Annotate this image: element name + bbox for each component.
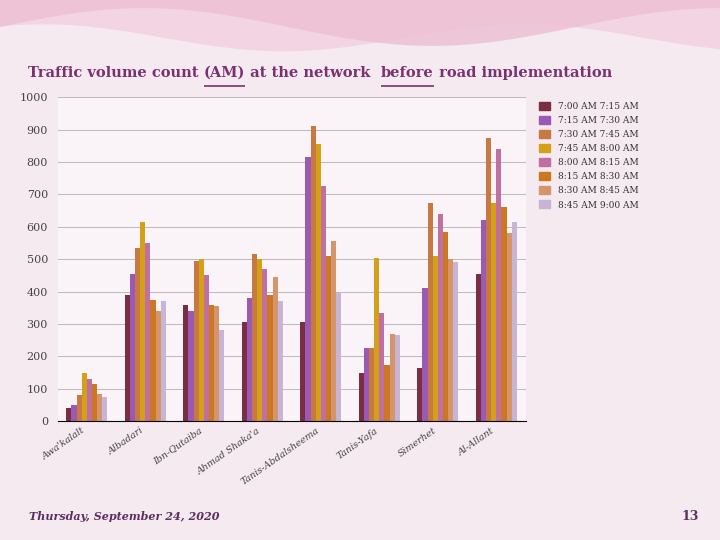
Bar [161, 301, 166, 421]
Bar [359, 373, 364, 421]
Bar [268, 295, 273, 421]
Bar [204, 275, 209, 421]
Bar [278, 301, 283, 421]
Bar [130, 274, 135, 421]
Bar [326, 256, 331, 421]
Bar [448, 259, 454, 421]
Bar [102, 397, 107, 421]
Legend: 7:00 AM 7:15 AM, 7:15 AM 7:30 AM, 7:30 AM 7:45 AM, 7:45 AM 8:00 AM, 8:00 AM 8:15: 7:00 AM 7:15 AM, 7:15 AM 7:30 AM, 7:30 A… [539, 102, 638, 210]
Bar [476, 274, 481, 421]
Bar [214, 306, 220, 421]
Bar [374, 258, 379, 421]
Bar [321, 186, 326, 421]
Bar [199, 259, 204, 421]
Bar [512, 222, 517, 421]
Bar [486, 138, 491, 421]
Bar [247, 298, 252, 421]
Bar [336, 293, 341, 421]
Text: Traffic volume count: Traffic volume count [28, 66, 204, 80]
Polygon shape [0, 0, 720, 51]
Text: (AM): (AM) [204, 66, 246, 80]
Bar [273, 277, 278, 421]
Bar [423, 288, 428, 421]
Text: at the network: at the network [246, 66, 381, 80]
Bar [156, 311, 161, 421]
Bar [145, 243, 150, 421]
Bar [364, 348, 369, 421]
Bar [150, 300, 156, 421]
Bar [66, 408, 71, 421]
Bar [252, 254, 257, 421]
Bar [502, 207, 507, 421]
Bar [87, 379, 92, 421]
Bar [220, 330, 225, 421]
Bar [390, 334, 395, 421]
Bar [384, 364, 390, 421]
Bar [81, 373, 87, 421]
Bar [491, 202, 496, 421]
Bar [140, 222, 145, 421]
Bar [300, 322, 305, 421]
Bar [310, 126, 315, 421]
Text: road implementation: road implementation [433, 66, 612, 80]
Bar [507, 233, 512, 421]
Bar [135, 248, 140, 421]
Bar [443, 232, 448, 421]
Bar [331, 241, 336, 421]
Bar [194, 261, 199, 421]
Bar [428, 202, 433, 421]
Bar [209, 305, 214, 421]
Bar [92, 384, 97, 421]
Bar [438, 214, 443, 421]
Bar [184, 305, 189, 421]
Bar [257, 259, 262, 421]
Text: Thursday, September 24, 2020: Thursday, September 24, 2020 [29, 511, 220, 522]
Bar [262, 269, 268, 421]
Polygon shape [0, 0, 720, 46]
Bar [305, 157, 310, 421]
Bar [379, 313, 384, 421]
Bar [454, 262, 459, 421]
Bar [242, 322, 247, 421]
Text: before: before [381, 66, 433, 80]
Bar [71, 405, 76, 421]
Text: 13: 13 [681, 510, 698, 523]
Bar [97, 394, 102, 421]
Bar [125, 295, 130, 421]
Bar [189, 311, 194, 421]
Bar [433, 256, 438, 421]
Bar [481, 220, 486, 421]
Bar [395, 335, 400, 421]
Bar [418, 368, 423, 421]
Bar [76, 395, 81, 421]
Bar [315, 144, 321, 421]
Bar [496, 149, 502, 421]
Bar [369, 348, 374, 421]
